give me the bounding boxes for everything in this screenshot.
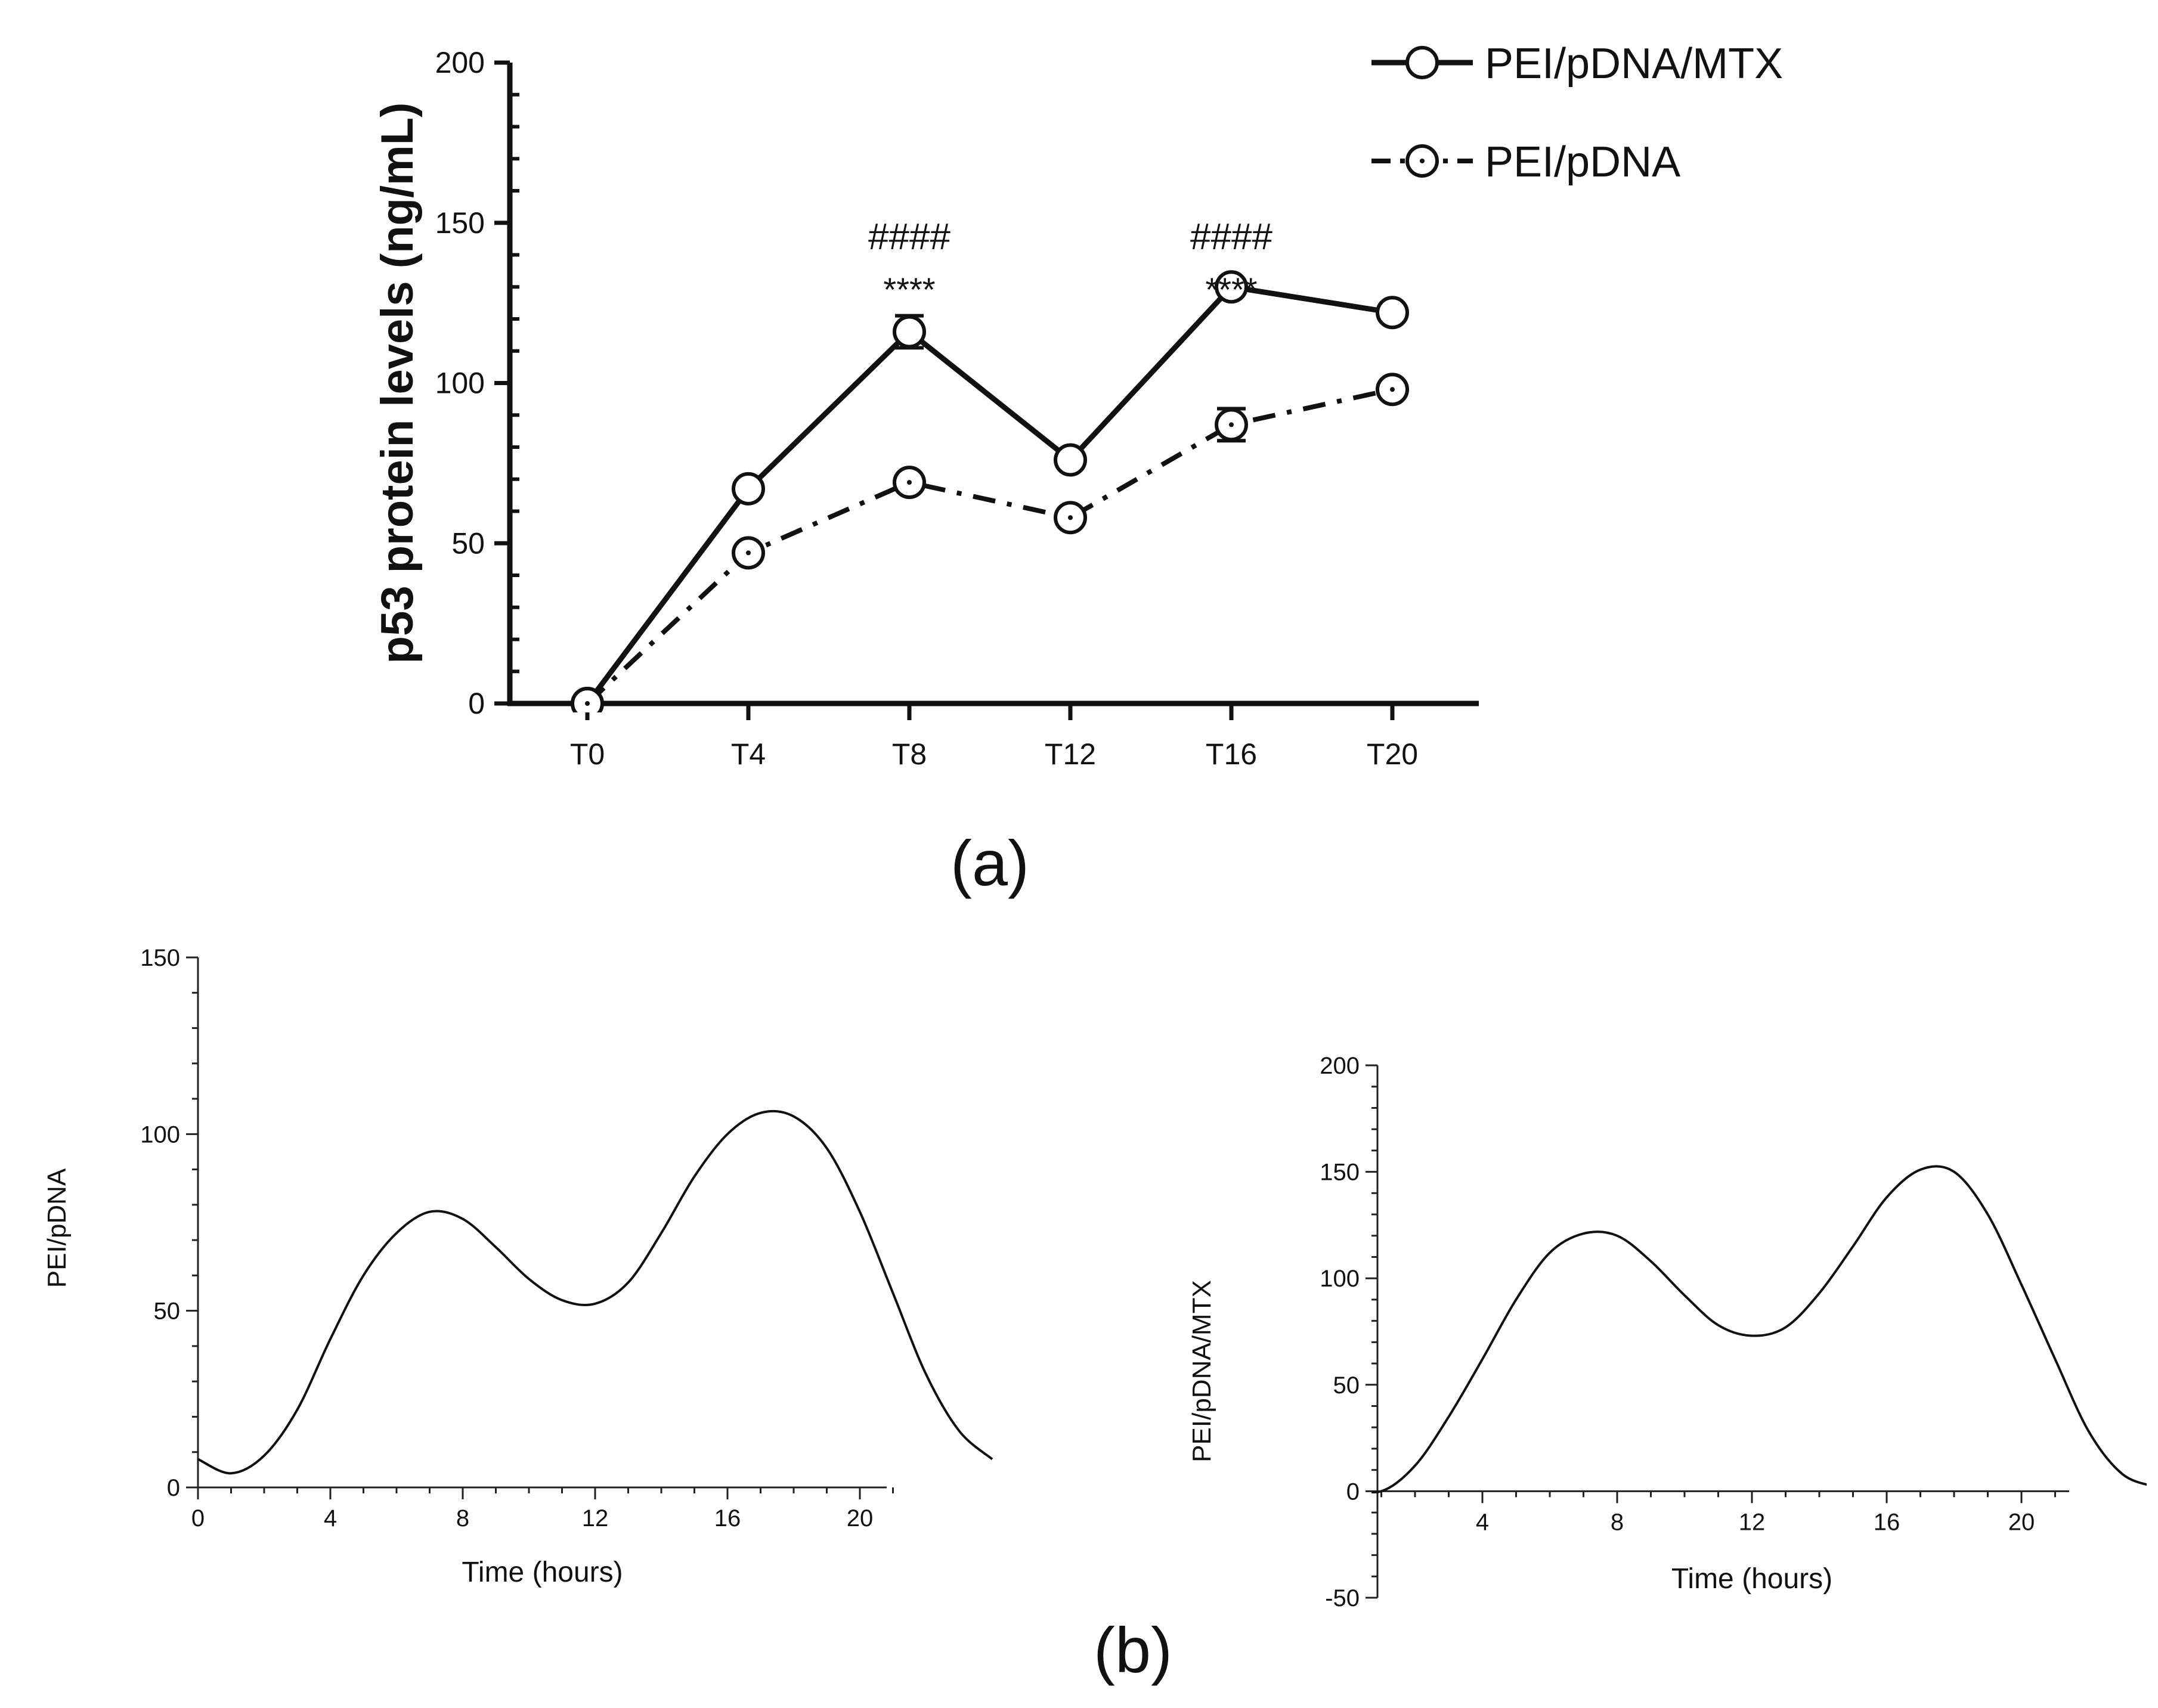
series-line-b1 [197, 1109, 993, 1475]
y-tick-label-b1: 100 [140, 1121, 180, 1148]
y-tick-label-b2: 100 [1320, 1266, 1360, 1292]
marker-dot [1068, 515, 1073, 520]
data-point-pei-pdna-mtx [1215, 270, 1248, 304]
x-tick-label-b1: 0 [191, 1505, 205, 1532]
y-tick-label-b1: 150 [140, 945, 180, 971]
y-tick-label-b2: 200 [1320, 1053, 1360, 1079]
x-tick-label-b2: 20 [2008, 1509, 2035, 1535]
x-tick-label-b2: 8 [1611, 1509, 1624, 1535]
marker-dot [746, 550, 751, 556]
significance-star-label: **** [1205, 271, 1257, 308]
legend-label: PEI/pDNA/MTX [1485, 40, 1783, 88]
chart-a: 0 50 100 150 200 T0 T4 T8 T12 T16 T20 p53 protein l… [372, 40, 1783, 771]
y-tick-label-b1: 0 [167, 1475, 180, 1501]
x-tick-label-b1: 20 [847, 1505, 874, 1532]
significance-star-label: **** [883, 271, 935, 308]
marker-dot [1390, 387, 1395, 392]
data-point-pei-pdna [571, 687, 604, 712]
data-point-pei-pdna-mtx [1054, 443, 1087, 477]
y-tick-label-b2: 0 [1346, 1478, 1360, 1505]
y-tick-label-a: 100 [435, 367, 485, 400]
x-tick-label-a: T4 [731, 737, 766, 771]
x-axis-title-b2: Time (hours) [1671, 1563, 1832, 1595]
x-axis-title-b1: Time (hours) [462, 1557, 623, 1588]
y-tick-label-b1: 50 [154, 1298, 181, 1325]
chart-b1: 0 50 100 150 0 4 8 12 16 20 Time (hours) PEI/pDNA [42, 945, 993, 1588]
plot-area-a [571, 270, 1409, 712]
y-axis-title-b1: PEI/pDNA [42, 1168, 72, 1288]
x-tick-label-a: T8 [892, 737, 927, 771]
panel-label-b: (b) [1094, 1614, 1172, 1686]
y-tick-label-b2: 150 [1320, 1160, 1360, 1186]
x-tick-label-b1: 12 [582, 1505, 609, 1532]
y-axis-title-a: p53 protein levels (ng/mL) [372, 103, 423, 664]
data-point-pei-pdna-mtx [1376, 296, 1409, 330]
legend-marker [1405, 46, 1439, 79]
legend-label: PEI/pDNA [1485, 138, 1680, 186]
series-line-pei-pdna [586, 387, 1393, 705]
data-point-pei-pdna-mtx [732, 472, 765, 506]
y-tick-label-a: 50 [451, 526, 485, 560]
y-axis-title-b2: PEI/pDNA/MTX [1187, 1280, 1216, 1462]
y-tick-label-a: 0 [468, 687, 485, 720]
legend-marker-dot [1420, 159, 1425, 163]
x-tick-label-a: T12 [1045, 737, 1096, 771]
significance-hash-label: #### [1190, 216, 1272, 258]
x-tick-label-b1: 8 [456, 1505, 469, 1532]
x-tick-label-b1: 4 [324, 1505, 337, 1532]
marker-dot [1229, 422, 1234, 427]
series-line-b2 [1371, 1165, 2147, 1493]
marker-dot [585, 701, 590, 706]
x-tick-label-a: T20 [1367, 737, 1418, 771]
significance-hash-label: #### [868, 216, 950, 258]
x-tick-label-b2: 12 [1739, 1509, 1766, 1535]
x-tick-label-a: T0 [570, 737, 605, 771]
chart-b2: -50 0 50 100 150 200 4 8 12 16 20 Time (hours) PEI/p… [1187, 1053, 2147, 1611]
x-tick-label-b1: 16 [714, 1505, 741, 1532]
data-point-pei-pdna-mtx [893, 315, 926, 349]
series-line-pei-pdna-mtx [585, 284, 1393, 705]
panel-label-a: (a) [950, 827, 1029, 899]
y-tick-label-b2: 50 [1333, 1372, 1360, 1399]
y-tick-label-a: 200 [435, 46, 485, 79]
y-tick-label-b2: -50 [1325, 1585, 1360, 1611]
marker-dot [907, 480, 912, 485]
x-tick-label-a: T16 [1206, 737, 1257, 771]
x-tick-label-b2: 16 [1874, 1509, 1900, 1535]
x-tick-label-b2: 4 [1476, 1509, 1489, 1535]
y-tick-label-a: 150 [435, 206, 485, 240]
